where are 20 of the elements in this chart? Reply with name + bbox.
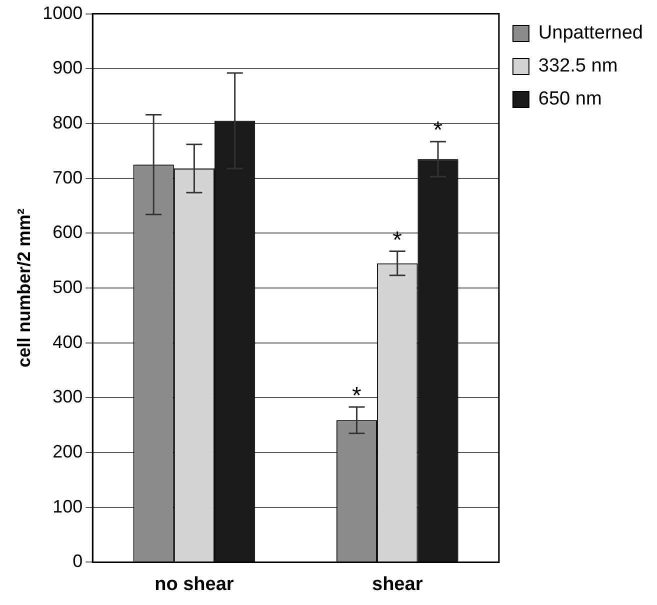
legend-label: 332.5 nm	[538, 56, 618, 77]
legend-label: 650 nm	[538, 88, 602, 110]
y-tick-label: 800	[52, 112, 83, 132]
y-tick-label: 500	[52, 276, 83, 297]
annotation: *	[433, 117, 443, 144]
y-tick-label: 1000	[42, 2, 83, 23]
y-tick-label: 100	[52, 496, 83, 516]
annotation: *	[392, 226, 402, 254]
y-axis-title: cell number/2 mm²	[14, 208, 34, 368]
y-tick-label: 200	[52, 441, 83, 462]
x-tick-label: shear	[372, 574, 424, 595]
annotation: *	[352, 382, 362, 410]
y-tick-label: 900	[52, 58, 83, 78]
y-tick-label: 700	[52, 167, 83, 188]
y-tick-label: 400	[52, 332, 83, 352]
x-tick-label: no shear	[154, 574, 234, 595]
y-tick-label: 300	[52, 386, 83, 407]
y-tick-label: 0	[72, 551, 83, 572]
legend-label: Unpatterned	[538, 22, 644, 44]
y-tick-label: 600	[52, 222, 83, 242]
